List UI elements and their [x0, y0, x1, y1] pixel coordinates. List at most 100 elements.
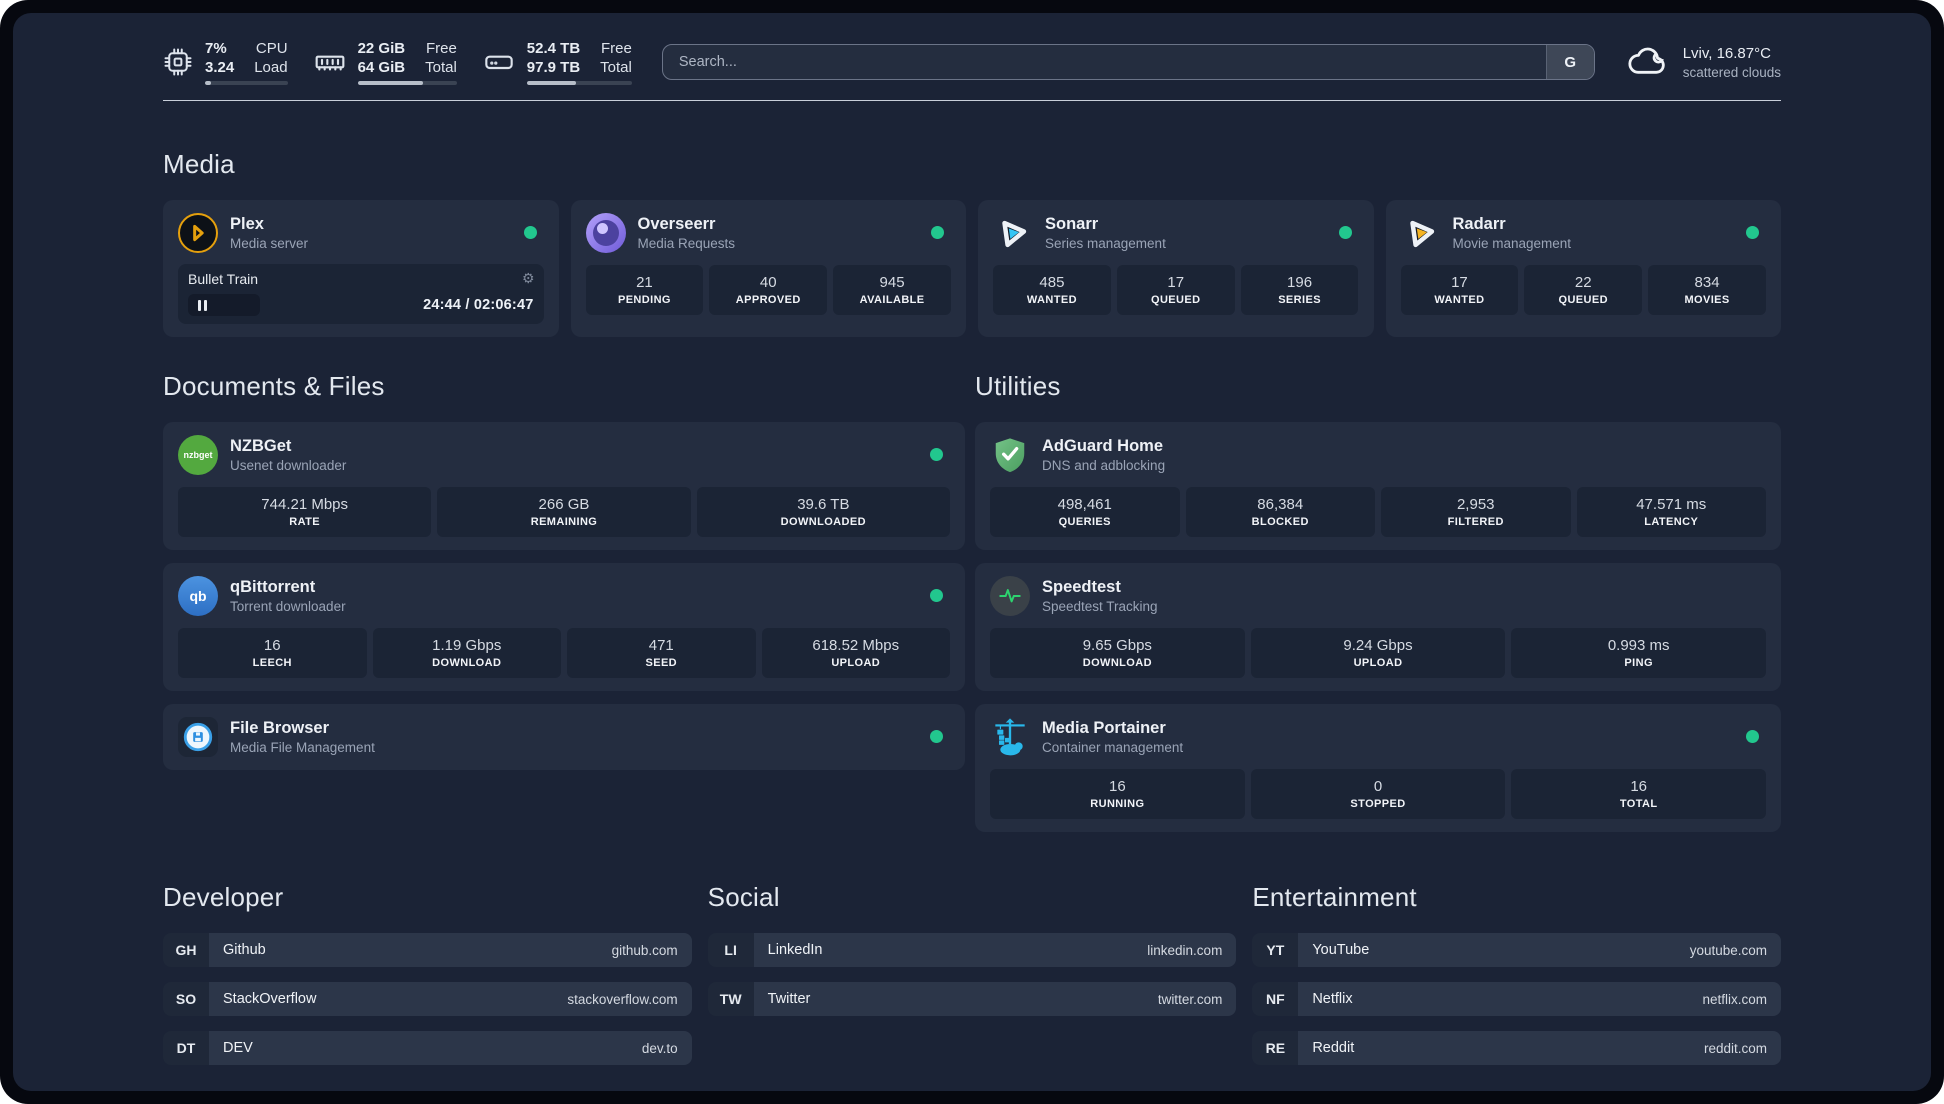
disk-free-label: Free [601, 40, 632, 57]
link-abbr: TW [707, 982, 754, 1016]
link-youtube[interactable]: YT YouTube youtube.com [1252, 933, 1781, 967]
dashboard-panel: 7% 3.24 CPU Load [13, 13, 1931, 1091]
stat-pending: 21 PENDING [585, 265, 704, 315]
link-url: dev.to [641, 1040, 678, 1056]
app-card-nzbget[interactable]: nzbget NZBGet Usenet downloader 744.21 M… [163, 422, 965, 550]
link-netflix[interactable]: NF Netflix netflix.com [1252, 982, 1781, 1016]
link-url: netflix.com [1702, 991, 1767, 1007]
pause-button[interactable] [188, 294, 260, 316]
link-twitter[interactable]: TW Twitter twitter.com [707, 982, 1237, 1016]
app-card-qbittorrent[interactable]: qb qBittorrent Torrent downloader 16 LEE… [163, 563, 965, 691]
weather-location: Lviv, 16.87°C [1682, 44, 1771, 62]
app-card-radarr[interactable]: Radarr Movie management 17 WANTED 22 QUE… [1385, 200, 1781, 337]
cpu-progress-fill [205, 81, 211, 85]
section-title-entertainment: Entertainment [1252, 882, 1417, 912]
memory-monitor: 22 GiB 64 GiB Free Total [314, 39, 457, 85]
status-dot [930, 448, 943, 461]
link-stackoverflow[interactable]: SO StackOverflow stackoverflow.com [163, 982, 692, 1016]
app-subtitle: Torrent downloader [230, 599, 346, 614]
link-url: github.com [611, 942, 678, 958]
app-subtitle: Movie management [1452, 236, 1572, 251]
link-dev[interactable]: DT DEV dev.to [163, 1031, 692, 1065]
link-url: linkedin.com [1147, 942, 1223, 958]
cloud-icon [1625, 43, 1671, 82]
link-name: YouTube [1312, 942, 1370, 958]
memory-total-value: 64 GiB [357, 59, 406, 76]
status-dot [1746, 730, 1759, 743]
status-dot [1746, 226, 1759, 239]
nzbget-icon: nzbget [178, 435, 218, 475]
status-dot [931, 226, 944, 239]
link-url: twitter.com [1157, 991, 1223, 1007]
disk-progress-fill [526, 81, 577, 85]
app-title: Media Portainer [1042, 719, 1166, 737]
cpu-load-value: 3.24 [205, 59, 235, 76]
stat-stopped: 0 STOPPED [1250, 769, 1506, 819]
memory-free-label: Free [425, 40, 457, 57]
memory-progress-fill [357, 81, 424, 85]
cpu-usage-value: 7% [205, 40, 227, 57]
stat-latency: 47.571 ms LATENCY [1576, 487, 1766, 537]
link-abbr: YT [1252, 933, 1299, 967]
section-title-media: Media [163, 149, 235, 179]
portainer-icon [990, 717, 1030, 757]
weather-widget: Lviv, 16.87°C scattered clouds [1625, 43, 1781, 82]
app-title: Plex [230, 215, 264, 233]
app-title: AdGuard Home [1042, 437, 1164, 455]
link-url: stackoverflow.com [567, 991, 678, 1007]
status-dot [930, 589, 943, 602]
utilities-column: AdGuard Home DNS and adblocking 498,461 … [975, 422, 1781, 832]
stat-queued: 17 QUEUED [1116, 265, 1235, 315]
app-card-sonarr[interactable]: Sonarr Series management 485 WANTED 17 Q… [978, 200, 1374, 337]
sonarr-icon [993, 213, 1033, 253]
stat-queued: 22 QUEUED [1524, 265, 1643, 315]
app-card-adguard[interactable]: AdGuard Home DNS and adblocking 498,461 … [975, 422, 1781, 550]
app-subtitle: Container management [1042, 740, 1184, 755]
media-cards-row: Plex Media server Bullet Train ⚙ 24:44 /… [163, 200, 1781, 337]
cpu-progress-track [205, 81, 288, 85]
disk-free-value: 52.4 TB [526, 40, 581, 57]
search-input[interactable] [662, 45, 1546, 79]
app-title: Speedtest [1042, 578, 1121, 596]
app-title: File Browser [230, 719, 330, 737]
stat-movies: 834 MOVIES [1648, 265, 1766, 315]
disk-monitor: 52.4 TB 97.9 TB Free Total [483, 39, 632, 85]
app-subtitle: Media Requests [637, 236, 736, 251]
link-reddit[interactable]: RE Reddit reddit.com [1252, 1031, 1781, 1065]
radarr-icon [1401, 213, 1441, 253]
link-github[interactable]: GH Github github.com [163, 933, 692, 967]
link-abbr: NF [1252, 982, 1299, 1016]
resource-monitors: 7% 3.24 CPU Load [163, 39, 632, 85]
link-url: reddit.com [1703, 1040, 1767, 1056]
adguard-icon [990, 435, 1030, 475]
stat-series: 196 SERIES [1240, 265, 1359, 315]
link-abbr: DT [163, 1031, 209, 1065]
search-engine-button[interactable]: G [1545, 45, 1594, 79]
link-linkedin[interactable]: LI LinkedIn linkedin.com [707, 933, 1237, 967]
stat-filtered: 2,953 FILTERED [1381, 487, 1571, 537]
stat-download: 9.65 Gbps DOWNLOAD [990, 628, 1245, 678]
stat-downloaded: 39.6 TB DOWNLOADED [696, 487, 950, 537]
stat-ping: 0.993 ms PING [1511, 628, 1767, 678]
stat-running: 16 RUNNING [990, 769, 1245, 819]
disk-total-value: 97.9 TB [526, 59, 581, 76]
link-abbr: GH [163, 933, 209, 967]
weather-condition: scattered clouds [1682, 64, 1781, 80]
stat-available: 945 AVAILABLE [833, 265, 951, 315]
cpu-monitor: 7% 3.24 CPU Load [163, 39, 288, 85]
app-card-overseerr[interactable]: Overseerr Media Requests 21 PENDING 40 A… [570, 200, 966, 337]
app-card-speedtest[interactable]: Speedtest Speedtest Tracking 9.65 Gbps D… [975, 563, 1781, 691]
stat-upload: 9.24 Gbps UPLOAD [1250, 628, 1506, 678]
disk-progress-track [526, 81, 632, 85]
gear-icon[interactable]: ⚙ [521, 270, 535, 286]
app-card-plex[interactable]: Plex Media server Bullet Train ⚙ 24:44 /… [163, 200, 559, 337]
app-card-portainer[interactable]: Media Portainer Container management 16 … [975, 704, 1781, 832]
stat-wanted: 485 WANTED [993, 265, 1111, 315]
stat-rate: 744.21 Mbps RATE [178, 487, 432, 537]
link-url: youtube.com [1689, 942, 1767, 958]
app-card-filebrowser[interactable]: File Browser Media File Management [163, 704, 965, 770]
status-dot [1338, 226, 1352, 239]
stat-upload: 618.52 Mbps UPLOAD [761, 628, 950, 678]
app-subtitle: Series management [1045, 236, 1166, 251]
